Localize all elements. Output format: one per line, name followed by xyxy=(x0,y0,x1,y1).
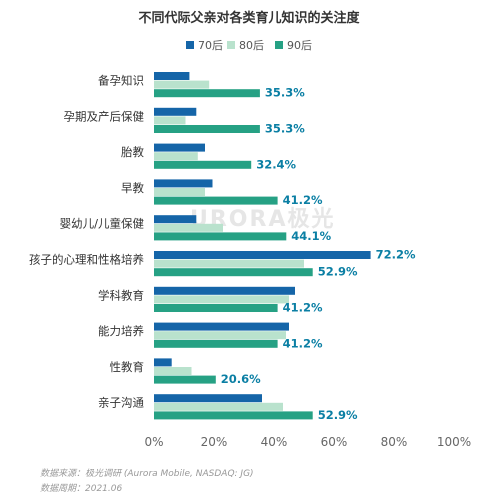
bar-8-series-1 xyxy=(154,322,289,331)
bar-2-series-2 xyxy=(154,116,186,125)
legend-swatch-1 xyxy=(186,41,194,49)
category-label-3: 胎教 xyxy=(121,145,144,159)
bar-5-series-3 xyxy=(154,232,287,241)
bar-7-series-3 xyxy=(154,304,278,312)
data-label-6: 72.2% xyxy=(376,248,416,262)
category-label-1: 备孕知识 xyxy=(98,74,144,88)
bar-10-series-2 xyxy=(154,402,283,411)
bar-6-series-3 xyxy=(154,268,313,277)
footer-period: 数据周期：2021.06 xyxy=(40,483,122,494)
x-tick-6: 100% xyxy=(437,435,471,449)
bar-1-series-2 xyxy=(154,80,210,89)
legend-swatch-3 xyxy=(275,41,283,49)
data-label-10: 20.6% xyxy=(221,372,261,386)
bar-2-series-1 xyxy=(154,107,197,116)
bar-4-series-2 xyxy=(154,188,205,196)
data-label-5: 44.1% xyxy=(291,229,331,243)
bars-group xyxy=(154,72,371,420)
x-tick-3: 40% xyxy=(261,435,288,449)
x-tick-5: 80% xyxy=(381,435,408,449)
chart-title: 不同代际父亲对各类育儿知识的关注度 xyxy=(138,10,360,26)
x-tick-1: 0% xyxy=(144,435,163,449)
bar-2-series-3 xyxy=(154,125,260,133)
legend-swatch-2 xyxy=(227,41,235,49)
bar-3-series-1 xyxy=(154,143,205,152)
bar-5-series-2 xyxy=(154,223,223,232)
category-labels: 备孕知识孕期及产后保健胎教早教婴幼儿/儿童保健孩子的心理和性格培养学科教育能力培… xyxy=(29,74,144,410)
legend-label-1: 70后 xyxy=(198,39,223,52)
data-label-2: 35.3% xyxy=(265,122,305,136)
bar-9-series-3 xyxy=(154,375,216,384)
bar-7-series-1 xyxy=(154,286,295,295)
category-label-4: 早教 xyxy=(121,181,144,195)
bar-1-series-1 xyxy=(154,72,190,80)
bar-4-series-1 xyxy=(154,179,213,188)
bar-7-series-2 xyxy=(154,295,289,304)
bar-1-series-3 xyxy=(154,89,260,98)
bar-3-series-3 xyxy=(154,160,252,169)
legend-label-3: 90后 xyxy=(287,39,312,52)
category-label-6: 孩子的心理和性格培养 xyxy=(29,253,144,267)
legend: 70后 80后 90后 xyxy=(186,39,312,52)
data-label-11: 52.9% xyxy=(318,408,358,422)
category-label-9: 性教育 xyxy=(110,360,145,374)
bar-5-series-1 xyxy=(154,215,197,224)
bar-6-series-2 xyxy=(154,259,304,268)
category-label-8: 能力培养 xyxy=(98,324,144,338)
bar-6-series-1 xyxy=(154,251,371,259)
data-label-4: 41.2% xyxy=(283,193,323,207)
data-label-3: 32.4% xyxy=(256,157,296,171)
bar-10-series-3 xyxy=(154,411,313,420)
bar-8-series-2 xyxy=(154,331,286,340)
category-label-7: 学科教育 xyxy=(98,288,144,302)
bar-8-series-3 xyxy=(154,339,278,348)
bar-10-series-1 xyxy=(154,394,262,403)
data-label-7: 52.9% xyxy=(318,265,358,279)
x-axis-ticks: 0% 20% 40% 60% 80% 100% xyxy=(144,435,471,449)
category-label-2: 孕期及产后保健 xyxy=(64,109,145,123)
bar-9-series-2 xyxy=(154,367,192,375)
bar-4-series-3 xyxy=(154,196,278,205)
category-label-10: 亲子沟通 xyxy=(98,396,144,410)
data-label-9: 41.2% xyxy=(283,336,323,350)
data-labels: 35.3% 35.3% 32.4% 41.2% 44.1% 72.2% 52.9% 41.2%… xyxy=(221,86,416,422)
bar-3-series-2 xyxy=(154,152,198,161)
legend-label-2: 80后 xyxy=(239,39,264,52)
footer-source: 数据来源：极光调研 (Aurora Mobile, NASDAQ: JG) xyxy=(40,468,254,479)
category-label-5: 婴幼儿/儿童保健 xyxy=(60,217,145,231)
x-tick-2: 20% xyxy=(201,435,228,449)
x-tick-4: 60% xyxy=(321,435,348,449)
data-label-1: 35.3% xyxy=(265,86,305,100)
bar-9-series-1 xyxy=(154,358,172,367)
data-label-8: 41.2% xyxy=(283,301,323,315)
